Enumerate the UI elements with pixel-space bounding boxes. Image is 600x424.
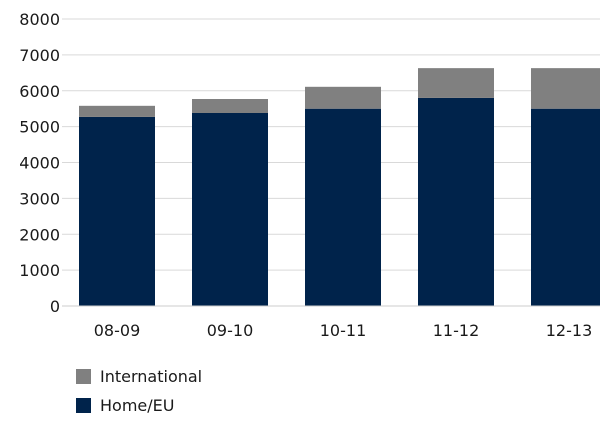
legend-item-home-eu: Home/EU [76,395,202,416]
y-tick-label-6000: 6000 [19,82,60,101]
legend-label-international: International [100,367,203,386]
x-axis-tick-labels: 08-09 09-10 10-11 11-12 12-13 [94,321,593,340]
bar-home-eu-08-09 [79,116,155,306]
legend-item-international: International [76,366,202,387]
bar-international-10-11 [305,86,381,109]
x-tick-label-12-13: 12-13 [546,321,593,340]
legend-swatch-home-eu [76,398,91,413]
bar-international-09-10 [192,99,268,113]
bar-international-08-09 [79,105,155,117]
bar-home-eu-10-11 [305,108,381,306]
legend-label-home-eu: Home/EU [100,396,175,415]
bar-home-eu-12-13 [531,108,600,306]
bar-home-eu-09-10 [192,112,268,307]
y-tick-label-2000: 2000 [19,225,60,244]
y-tick-label-7000: 7000 [19,46,60,65]
y-tick-label-4000: 4000 [19,154,60,173]
x-tick-label-08-09: 08-09 [94,321,141,340]
y-tick-label-3000: 3000 [19,189,60,208]
bar-home-eu-11-12 [418,97,494,306]
bars [79,68,600,307]
bar-international-11-12 [418,68,494,98]
x-tick-label-11-12: 11-12 [433,321,480,340]
bar-international-12-13 [531,68,600,109]
y-tick-label-1000: 1000 [19,261,60,280]
y-tick-label-8000: 8000 [19,10,60,29]
y-axis-tick-labels: 0 1000 2000 3000 4000 5000 6000 7000 8000 [19,10,60,316]
x-tick-label-10-11: 10-11 [320,321,367,340]
legend-swatch-international [76,369,91,384]
legend: International Home/EU [76,366,202,424]
y-tick-label-0: 0 [50,297,60,316]
x-tick-label-09-10: 09-10 [207,321,254,340]
y-tick-label-5000: 5000 [19,118,60,137]
